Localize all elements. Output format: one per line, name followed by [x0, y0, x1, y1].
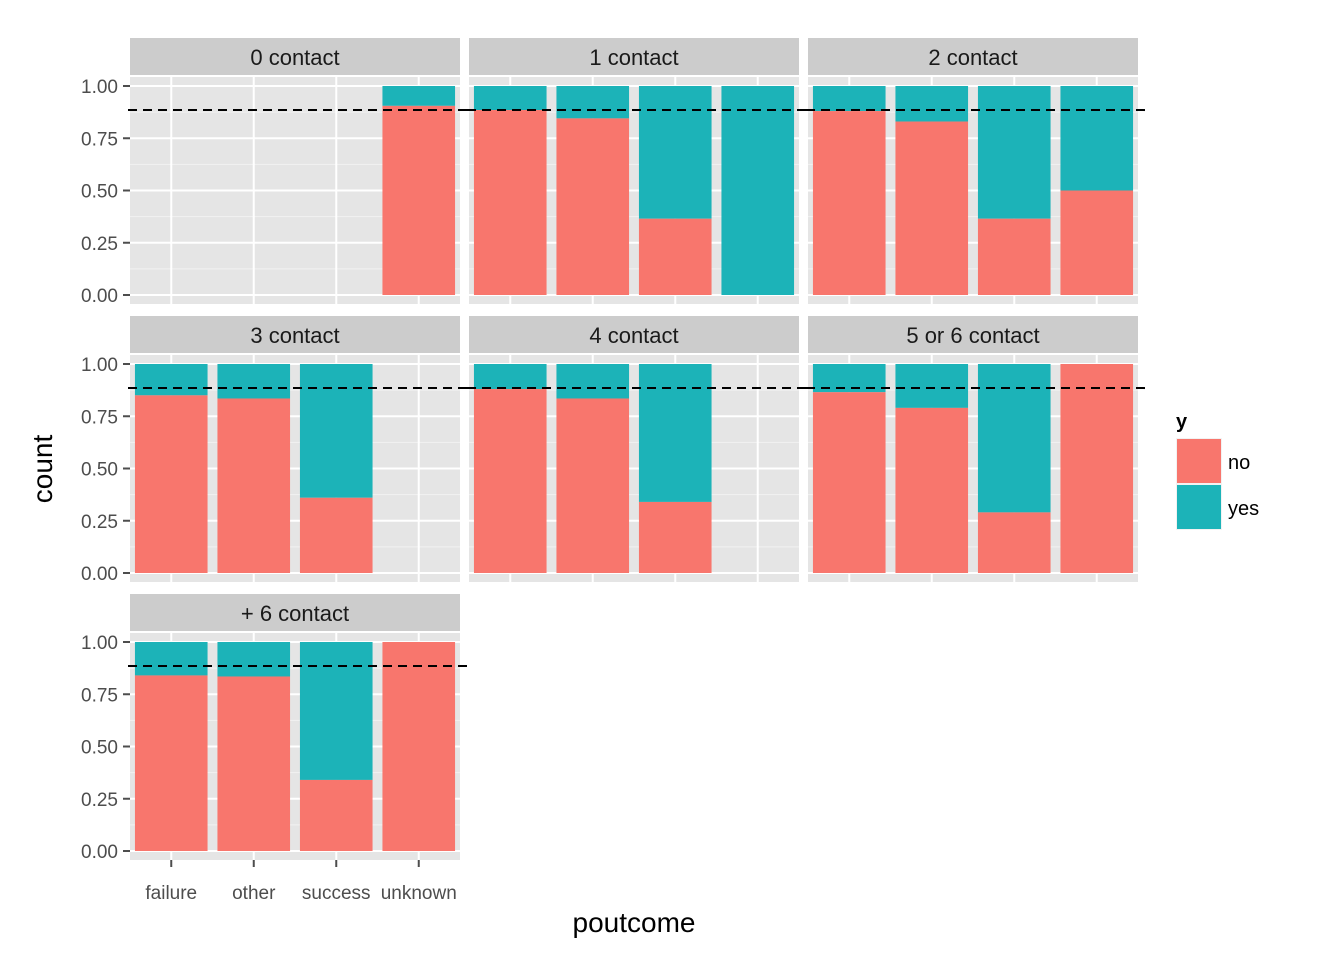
y-tick-label: 0.25: [81, 234, 118, 255]
facet-label: 4 contact: [589, 323, 678, 348]
bar-no: [895, 121, 969, 295]
bar-yes: [382, 86, 456, 106]
facet-panel: 4 contact: [467, 316, 811, 582]
bar-yes: [556, 86, 630, 119]
facet-strip: [130, 38, 460, 75]
bar-yes: [134, 364, 208, 396]
facet-label: 1 contact: [589, 45, 678, 70]
y-tick-label: 0.25: [81, 790, 118, 811]
facet-panel: 3 contact 0.00 0.25 0.50 0.75 1.00: [81, 316, 472, 585]
bar-no: [556, 118, 630, 296]
bar-no: [812, 392, 886, 573]
bar-no: [895, 407, 969, 573]
facet-panel: 0 contact 0.00 0.25 0.50 0.75 1.00: [81, 38, 472, 307]
bar-yes: [812, 86, 886, 112]
y-tick-label: 0.00: [81, 564, 118, 585]
bar-yes: [217, 642, 291, 677]
y-tick-label: 1.00: [81, 633, 118, 654]
y-tick-label: 0.75: [81, 685, 118, 706]
bar-yes: [299, 364, 373, 498]
bar-no: [299, 779, 373, 851]
x-tick-label: success: [302, 883, 371, 904]
bar-yes: [638, 364, 712, 502]
bar-no: [638, 501, 712, 573]
bar-no: [812, 111, 886, 295]
bar-yes: [895, 364, 969, 408]
y-tick-label: 0.00: [81, 286, 118, 307]
facet-label: + 6 contact: [241, 601, 349, 626]
bar-no: [382, 105, 456, 295]
y-tick-label: 0.50: [81, 738, 118, 759]
bar-no: [1060, 364, 1134, 573]
bar-yes: [721, 86, 795, 295]
facet-panel: 2 contact: [806, 38, 1150, 304]
legend-title: y: [1176, 411, 1188, 433]
bar-no: [977, 512, 1051, 573]
x-tick-label: unknown: [381, 883, 457, 904]
facet-panel: 1 contact: [467, 38, 811, 304]
x-axis-title: poutcome: [573, 907, 696, 938]
facet-label: 2 contact: [928, 45, 1017, 70]
y-tick-label: 0.00: [81, 842, 118, 863]
y-tick-label: 0.75: [81, 407, 118, 428]
bar-no: [382, 642, 456, 851]
facet-strip: [130, 316, 460, 353]
bar-yes: [977, 86, 1051, 219]
bar-no: [473, 389, 547, 573]
legend-label-no: no: [1228, 452, 1250, 474]
y-tick-label: 0.50: [81, 460, 118, 481]
bar-no: [217, 676, 291, 851]
bar-no: [556, 398, 630, 573]
facet-label: 3 contact: [250, 323, 339, 348]
facet-panel: + 6 contact 0.00 0.25 0.50 0.75 1.00 failure ot…: [81, 594, 472, 904]
bar-yes: [556, 364, 630, 399]
y-tick-label: 0.25: [81, 512, 118, 533]
x-tick-label: other: [232, 883, 276, 904]
facet-strip: [469, 38, 799, 75]
bar-no: [473, 110, 547, 295]
y-tick-label: 1.00: [81, 355, 118, 376]
bar-yes: [217, 364, 291, 399]
bar-yes: [895, 86, 969, 122]
bar-no: [217, 398, 291, 573]
facet-strip: [808, 38, 1138, 75]
legend-label-yes: yes: [1228, 498, 1259, 520]
bar-yes: [473, 86, 547, 111]
panels-layer: 0 contact 0.00 0.25 0.50 0.75 1.00 1 contact 2 …: [81, 38, 1150, 904]
bar-no: [134, 675, 208, 851]
bar-yes: [638, 86, 712, 219]
facet-label: 5 or 6 contact: [906, 323, 1039, 348]
bar-no: [977, 218, 1051, 295]
y-tick-label: 0.50: [81, 182, 118, 203]
bar-no: [638, 218, 712, 295]
x-tick-label: failure: [145, 883, 197, 904]
facet-strip: [469, 316, 799, 353]
bar-yes: [977, 364, 1051, 513]
bar-no: [134, 395, 208, 573]
legend: y no yes: [1176, 411, 1259, 530]
facet-label: 0 contact: [250, 45, 339, 70]
bar-no: [299, 497, 373, 573]
y-axis-title: count: [27, 435, 58, 504]
bar-yes: [1060, 86, 1134, 191]
legend-key-no: [1177, 439, 1221, 483]
bar-yes: [299, 642, 373, 780]
facet-strip: [130, 594, 460, 631]
facet-panel: 5 or 6 contact: [806, 316, 1150, 582]
legend-key-yes: [1177, 485, 1221, 529]
bar-yes: [473, 364, 547, 390]
bar-no: [1060, 190, 1134, 295]
facet-strip: [808, 316, 1138, 353]
bar-yes: [134, 642, 208, 676]
y-tick-label: 1.00: [81, 77, 118, 98]
y-tick-label: 0.75: [81, 129, 118, 150]
